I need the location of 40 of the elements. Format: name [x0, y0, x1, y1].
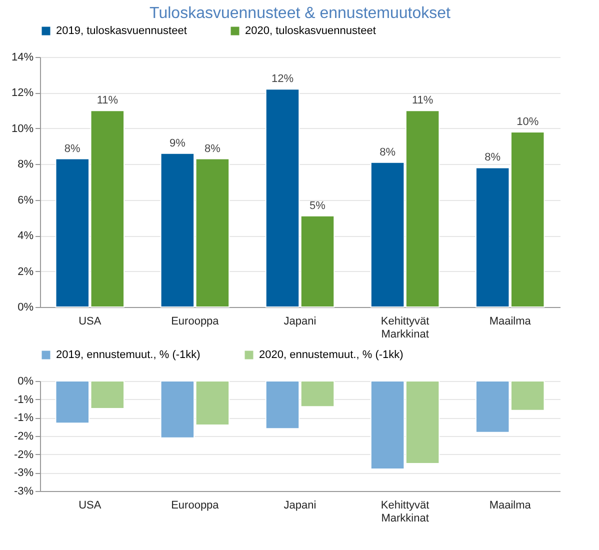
data-label: 8% — [380, 146, 396, 158]
data-label: 11% — [412, 94, 434, 107]
y-tick-label: 4% — [18, 230, 34, 242]
x-tick-label: Eurooppa — [171, 316, 220, 328]
x-tick-label: Kehittyvät Markkinat — [380, 500, 430, 524]
y-tick-label: 14% — [11, 52, 34, 64]
y-tick-label: 8% — [18, 158, 34, 171]
legend-label: 2019, ennustemuut., % (-1kk) — [56, 349, 200, 361]
y-tick-label: 10% — [11, 122, 34, 135]
x-tick-label: USA — [78, 316, 102, 328]
y-tick-label: -3% — [14, 486, 34, 498]
legend-label: 2020, tuloskasvuennusteet — [245, 25, 376, 37]
y-tick-label: 6% — [18, 194, 34, 206]
y-tick-label: -3% — [14, 467, 34, 480]
y-tick-label: -2% — [14, 448, 34, 461]
y-tick-label: 2% — [18, 266, 34, 278]
y-tick-label: 0% — [18, 376, 34, 388]
x-tick-label: Maailma — [489, 316, 532, 328]
data-label: 8% — [484, 152, 501, 164]
y-tick-label: 0% — [18, 302, 34, 314]
x-tick-label: USA — [78, 500, 102, 512]
x-tick-label: Japani — [284, 316, 316, 328]
legend-label: 2020, ennustemuut., % (-1kk) — [259, 349, 404, 361]
data-label: 10% — [516, 116, 539, 128]
data-label: 8% — [204, 142, 221, 155]
y-tick-label: -2% — [14, 430, 34, 442]
y-tick-label: -1% — [14, 412, 34, 424]
data-label: 9% — [169, 137, 186, 150]
x-tick-label: Japani — [284, 500, 316, 512]
data-label: 8% — [64, 142, 81, 155]
data-label: 12% — [271, 73, 294, 86]
legend-label: 2019, tuloskasvuennusteet — [56, 25, 187, 37]
x-tick-label: Eurooppa — [171, 500, 220, 512]
x-tick-label: Maailma — [489, 500, 532, 512]
y-tick-label: 12% — [11, 87, 34, 100]
chart-title: Tuloskasvuennusteet & ennustemuutokset — [150, 5, 452, 22]
y-tick-label: -1% — [14, 394, 34, 406]
x-tick-label: Kehittyvät Markkinat — [380, 316, 430, 340]
data-label: 5% — [310, 200, 326, 212]
data-label: 11% — [96, 94, 118, 107]
